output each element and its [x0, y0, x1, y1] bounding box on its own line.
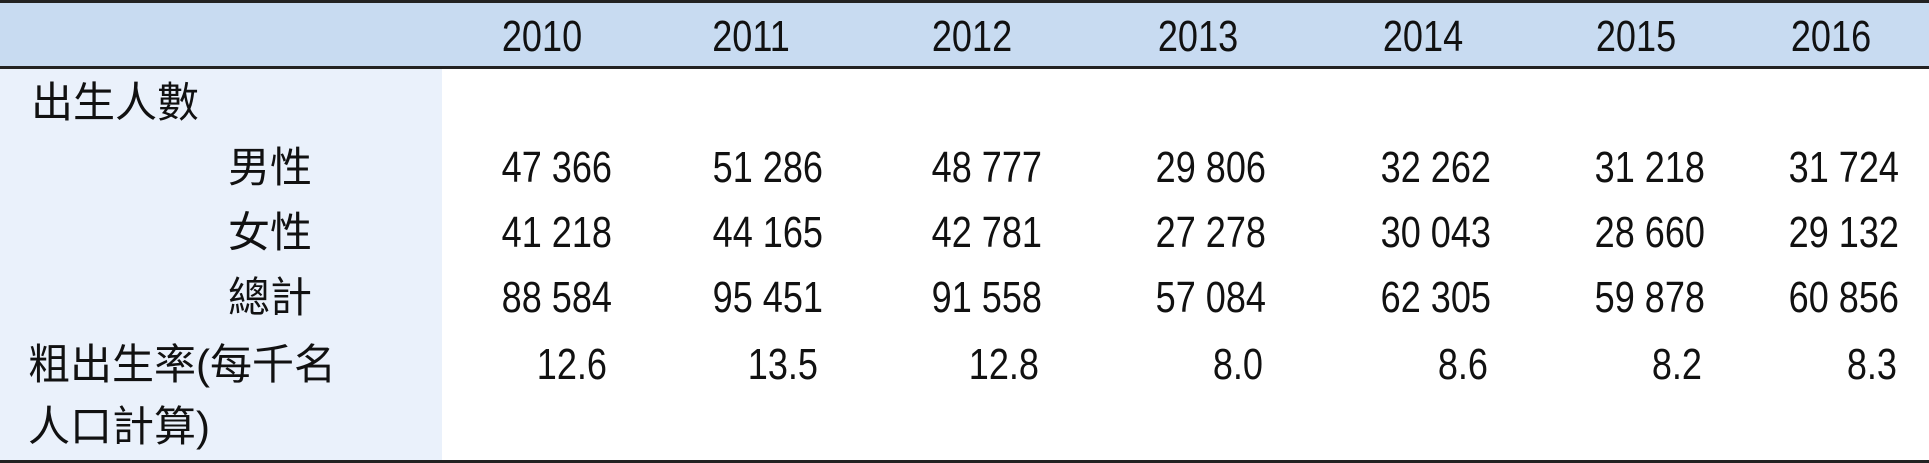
count-cell: 47 366	[501, 143, 612, 192]
count-cell: 88 584	[501, 273, 612, 322]
count-cell: 30 043	[1380, 208, 1491, 257]
count-cell: 95 451	[712, 273, 823, 322]
header-rule	[0, 66, 1929, 69]
column-header-year: 2016	[1790, 12, 1872, 61]
count-cell: 51 286	[712, 143, 823, 192]
count-cell: 41 218	[501, 208, 612, 257]
column-header-year: 2011	[712, 12, 790, 61]
count-cell: 28 660	[1594, 208, 1705, 257]
row-label: 總計	[228, 274, 313, 321]
top-rule	[0, 0, 1929, 3]
column-header-year: 2014	[1382, 12, 1464, 61]
count-cell: 42 781	[931, 208, 1042, 257]
label-column-band	[0, 69, 442, 460]
bottom-rule	[0, 460, 1929, 463]
header-band	[0, 3, 1929, 67]
column-header-year: 2012	[931, 12, 1013, 61]
count-cell: 59 878	[1594, 273, 1705, 322]
rate-cell: 8.2	[1651, 340, 1702, 389]
row-label: 出生人數	[31, 79, 200, 126]
count-cell: 57 084	[1155, 273, 1266, 322]
count-cell: 31 218	[1594, 143, 1705, 192]
count-cell: 44 165	[712, 208, 823, 257]
rate-cell: 8.0	[1212, 340, 1263, 389]
rate-cell: 8.3	[1846, 340, 1897, 389]
count-cell: 31 724	[1788, 143, 1899, 192]
row-label: 男性	[228, 144, 313, 191]
column-header-year: 2013	[1157, 12, 1239, 61]
count-cell: 29 806	[1155, 143, 1266, 192]
count-cell: 91 558	[931, 273, 1042, 322]
column-header-year: 2010	[501, 12, 583, 61]
row-label-continued: 人口計算)	[28, 403, 210, 450]
count-cell: 32 262	[1380, 143, 1491, 192]
rate-cell: 12.6	[536, 340, 607, 389]
count-cell: 29 132	[1788, 208, 1899, 257]
row-label: 女性	[228, 209, 313, 256]
rate-cell: 13.5	[747, 340, 818, 389]
rate-cell: 12.8	[968, 340, 1039, 389]
count-cell: 60 856	[1788, 273, 1899, 322]
count-cell: 27 278	[1155, 208, 1266, 257]
row-label: 粗出生率(每千名	[28, 341, 336, 388]
column-header-year: 2015	[1595, 12, 1677, 61]
count-cell: 48 777	[931, 143, 1042, 192]
count-cell: 62 305	[1380, 273, 1491, 322]
rate-cell: 8.6	[1437, 340, 1488, 389]
